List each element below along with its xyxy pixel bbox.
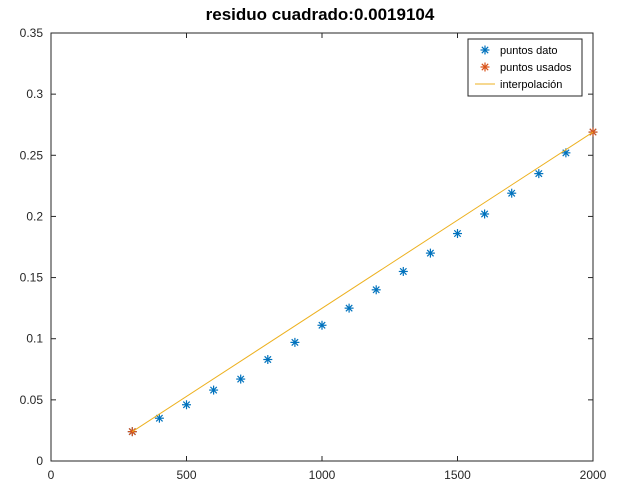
legend-label: puntos dato bbox=[500, 45, 558, 57]
data-point bbox=[236, 374, 246, 384]
legend-marker bbox=[480, 45, 490, 55]
data-point bbox=[398, 266, 408, 276]
data-point bbox=[534, 169, 544, 179]
data-point bbox=[453, 229, 462, 239]
y-tick-label: 0.25 bbox=[20, 148, 44, 162]
y-tick-label: 0 bbox=[36, 454, 43, 468]
x-tick-label: 1000 bbox=[309, 468, 336, 482]
y-tick-label: 0.15 bbox=[20, 271, 44, 285]
legend-marker bbox=[480, 62, 490, 72]
legend: puntos dato puntos usados interpolación bbox=[467, 38, 583, 97]
x-tick-label: 500 bbox=[176, 468, 196, 482]
plot-box bbox=[50, 32, 594, 462]
data-point bbox=[344, 303, 354, 313]
data-point bbox=[507, 188, 517, 198]
y-tick-label: 0.1 bbox=[26, 332, 43, 346]
data-point bbox=[425, 248, 435, 258]
plot-area bbox=[127, 127, 598, 437]
x-tick-label: 1500 bbox=[444, 468, 471, 482]
data-point bbox=[371, 285, 381, 295]
legend-label: interpolación bbox=[500, 79, 562, 91]
axes: 0 500 1000 1500 2000 0 0.05 0.1 0.15 0.2 0.25 0.3 0.… bbox=[20, 26, 607, 482]
data-point bbox=[154, 413, 164, 423]
x-tick-label: 2000 bbox=[580, 468, 607, 482]
y-tick-label: 0.05 bbox=[20, 393, 44, 407]
data-point bbox=[317, 320, 327, 330]
data-point bbox=[182, 400, 191, 410]
chart-title: residuo cuadrado:0.0019104 bbox=[206, 5, 435, 24]
data-point bbox=[209, 385, 219, 395]
data-point bbox=[480, 209, 490, 219]
legend-label: puntos usados bbox=[500, 62, 572, 74]
data-point bbox=[263, 355, 273, 365]
interpolation-line bbox=[132, 131, 594, 433]
y-tick-label: 0.3 bbox=[26, 87, 43, 101]
y-tick-label: 0.35 bbox=[20, 26, 44, 40]
y-tick-label: 0.2 bbox=[26, 209, 43, 223]
x-tick-label: 0 bbox=[48, 468, 55, 482]
data-point bbox=[290, 337, 300, 347]
